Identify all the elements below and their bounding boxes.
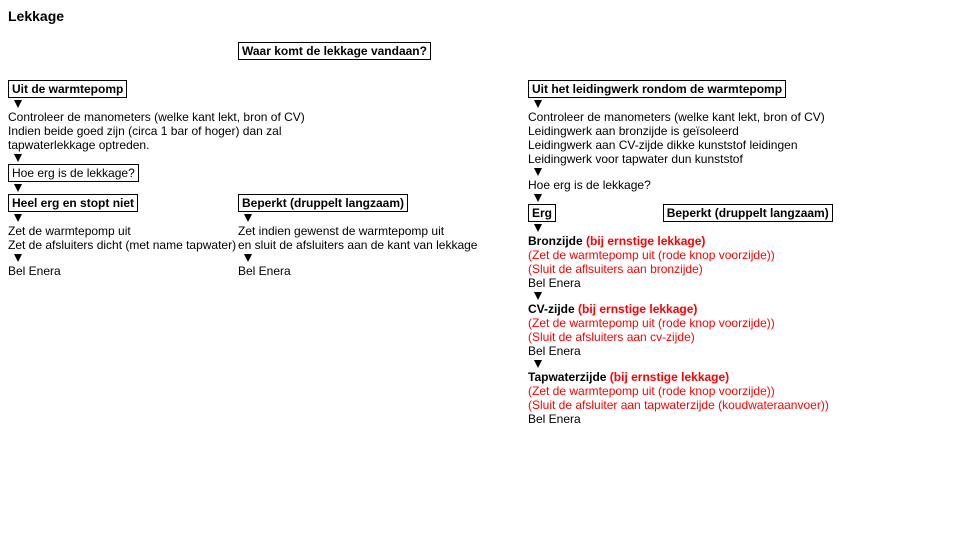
cvzijde-severity: (bij ernstige lekkage) — [578, 302, 697, 316]
arrow-down-icon — [534, 100, 542, 108]
right-line4: Leidingwerk voor tapwater dun kunststof — [528, 152, 833, 166]
tapwater-severity: (bij ernstige lekkage) — [610, 370, 729, 384]
left-line3: tapwaterlekkage optreden. — [8, 138, 305, 152]
arrow-down-icon — [14, 184, 22, 192]
right-line2: Leidingwerk aan bronzijde is geïsoleerd — [528, 124, 833, 138]
left-severity-question-box: Hoe erg is de lekkage? — [8, 164, 139, 182]
arrow-down-icon — [14, 254, 22, 262]
right-source-box: Uit het leidingwerk rondom de warmtepomp — [528, 80, 786, 98]
arrow-down-icon — [534, 194, 542, 202]
arrow-down-icon — [14, 214, 22, 222]
left-source-box: Uit de warmtepomp — [8, 80, 127, 98]
cvzijde-bel: Bel Enera — [528, 344, 833, 358]
tapwater-bel: Bel Enera — [528, 412, 833, 426]
cvzijde-action2: (Sluit de afsluiters aan cv-zijde) — [528, 330, 833, 344]
right-severity-question: Hoe erg is de lekkage? — [528, 178, 833, 192]
left-sev2-action2: en sluit de afsluiters aan de kant van l… — [238, 238, 477, 252]
right-line1: Controleer de manometers (welke kant lek… — [528, 110, 833, 124]
left-line1: Controleer de manometers (welke kant lek… — [8, 110, 305, 124]
bronzijde-bel: Bel Enera — [528, 276, 833, 290]
tapwater-title: Tapwaterzijde — [528, 370, 610, 384]
arrow-down-icon — [534, 360, 542, 368]
cvzijde-action1: (Zet de warmtepomp uit (rode knop voorzi… — [528, 316, 833, 330]
bronzijde-action2: (Sluit de aflsuiters aan bronzijde) — [528, 262, 833, 276]
right-line3: Leidingwerk aan CV-zijde dikke kunststof… — [528, 138, 833, 152]
left-sev1-box: Heel erg en stopt niet — [8, 194, 138, 212]
left-sev2-box: Beperkt (druppelt langzaam) — [238, 194, 408, 212]
arrow-down-icon — [14, 154, 22, 162]
arrow-down-icon — [534, 224, 542, 232]
left-line2: Indien beide goed zijn (circa 1 bar of h… — [8, 124, 305, 138]
left-sev2-action1: Zet indien gewenst de warmtepomp uit — [238, 224, 477, 238]
page-title: Lekkage — [8, 8, 952, 24]
tapwater-action1: (Zet de warmtepomp uit (rode knop voorzi… — [528, 384, 833, 398]
bronzijde-action1: (Zet de warmtepomp uit (rode knop voorzi… — [528, 248, 833, 262]
root-question-box: Waar komt de lekkage vandaan? — [238, 42, 431, 60]
cvzijde-title: CV-zijde — [528, 302, 578, 316]
arrow-down-icon — [14, 100, 22, 108]
arrow-down-icon — [534, 168, 542, 176]
right-sev1-box: Erg — [528, 204, 556, 222]
bronzijde-title: Bronzijde — [528, 234, 586, 248]
bronzijde-severity: (bij ernstige lekkage) — [586, 234, 705, 248]
arrow-down-icon — [244, 214, 252, 222]
left-sev2-bel: Bel Enera — [238, 264, 477, 278]
tapwater-action2: (Sluit de afsluiter aan tapwaterzijde (k… — [528, 398, 833, 412]
arrow-down-icon — [534, 292, 542, 300]
arrow-down-icon — [244, 254, 252, 262]
right-sev2-box: Beperkt (druppelt langzaam) — [663, 204, 833, 222]
